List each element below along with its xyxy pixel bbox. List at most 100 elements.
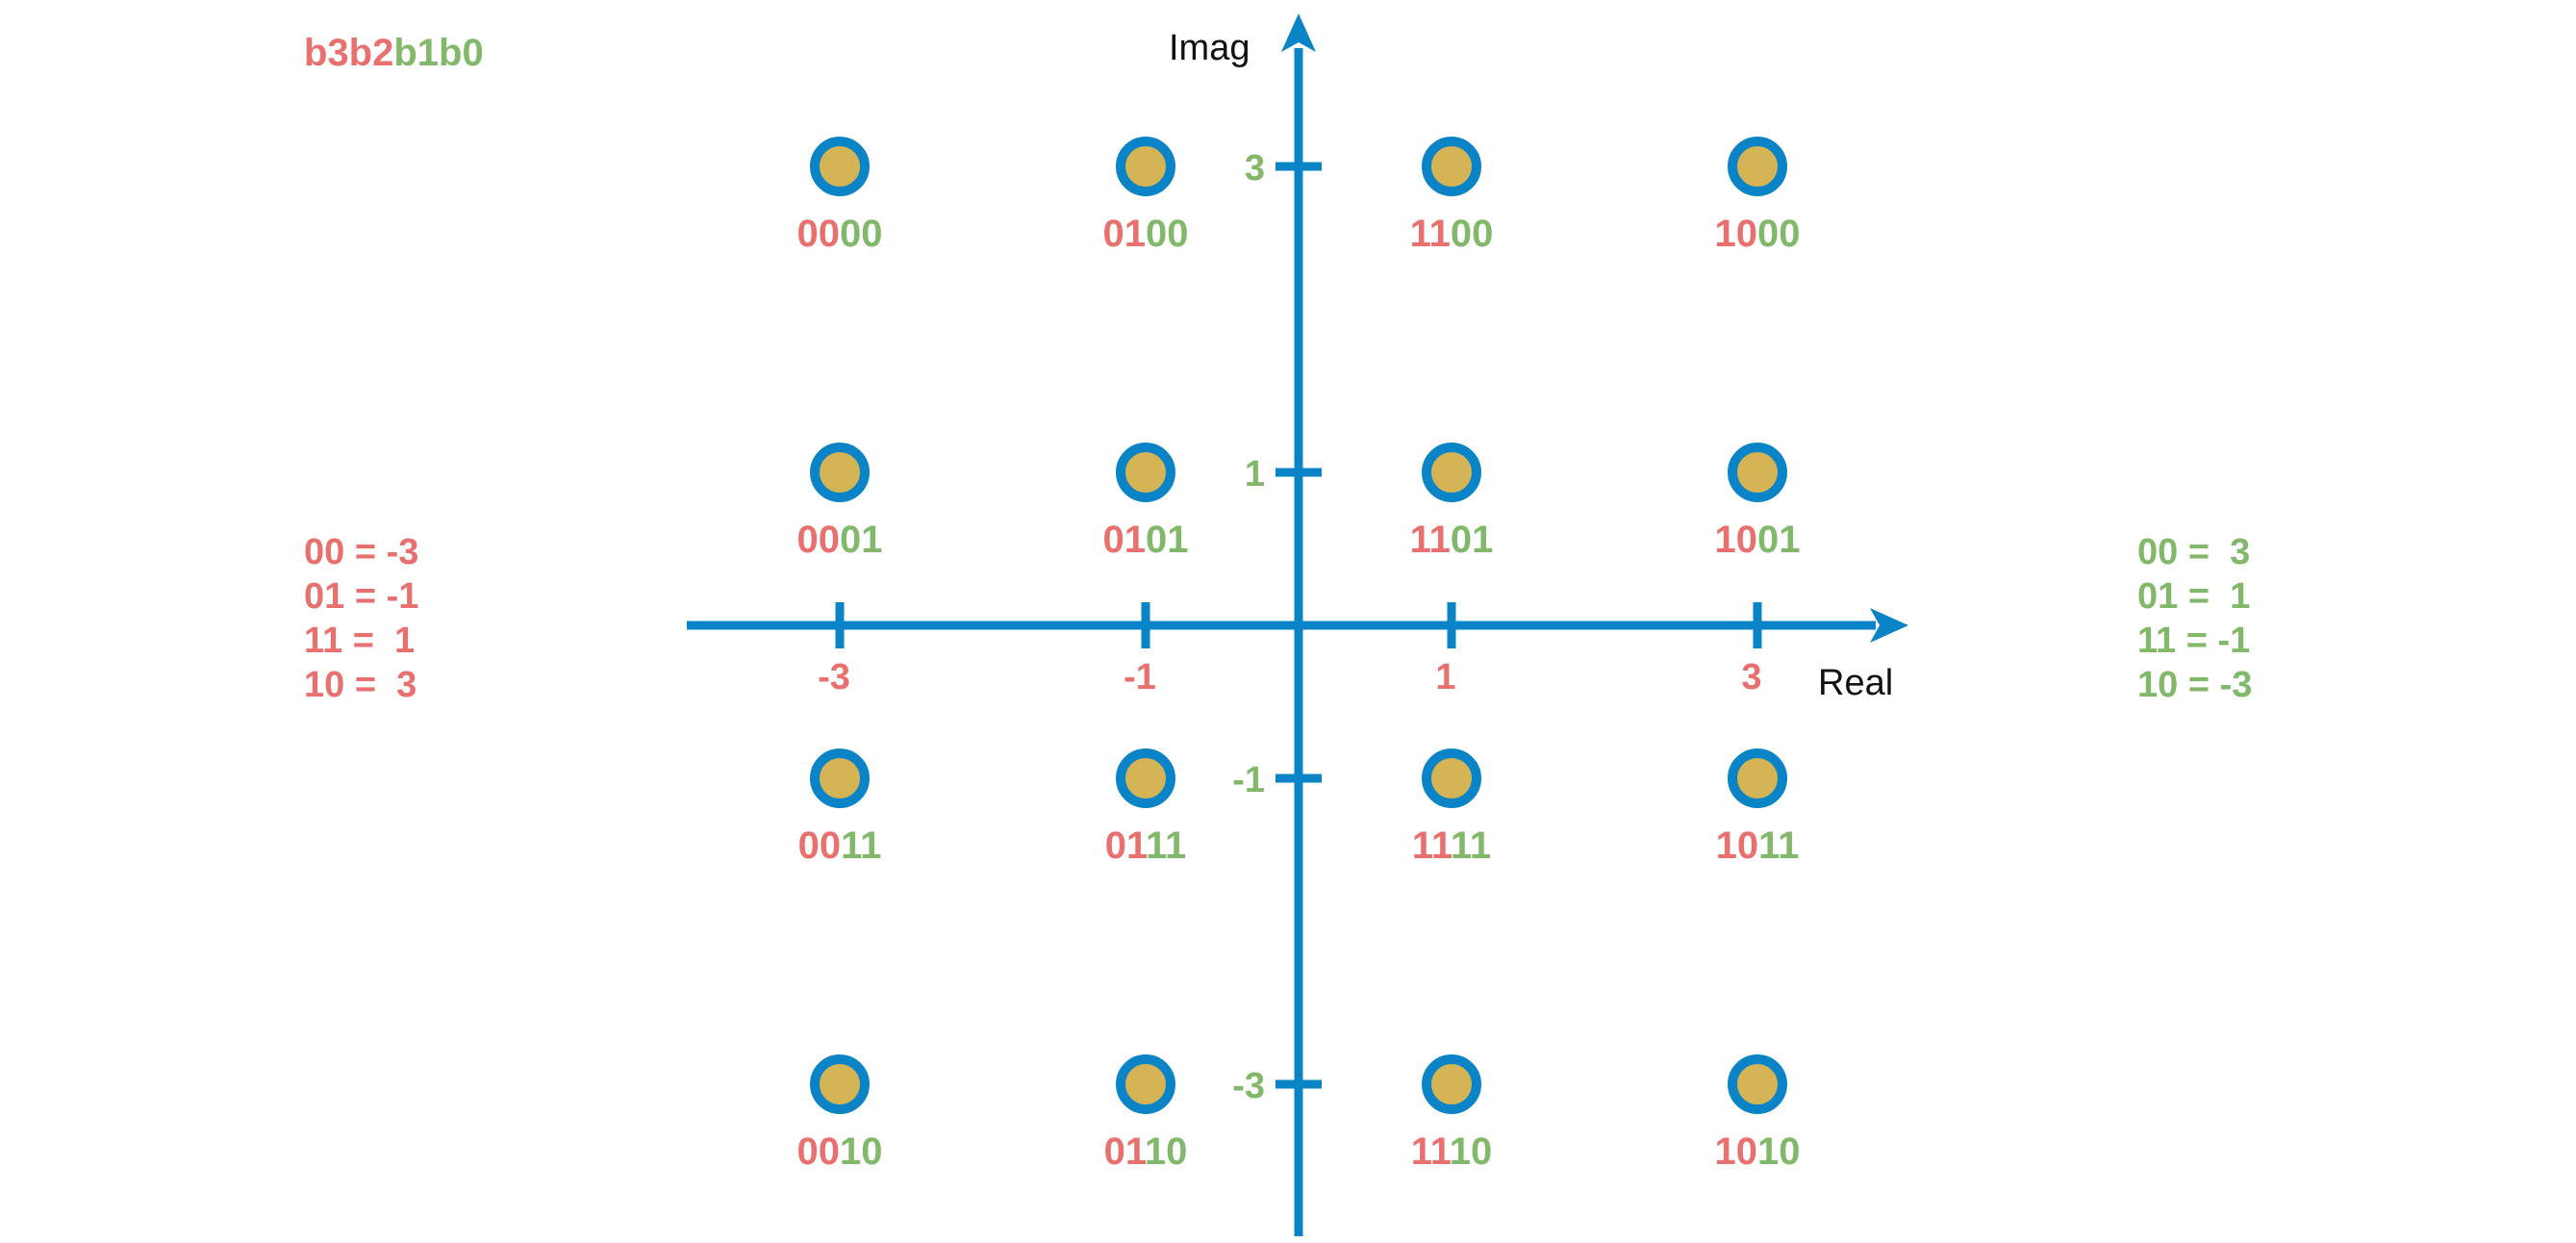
point-marker — [1728, 1054, 1787, 1114]
constellation-point: 0111 — [1105, 748, 1187, 867]
constellation-point: 0101 — [1103, 443, 1189, 561]
y-axis-arrowhead — [1281, 13, 1316, 52]
point-label: 1101 — [1410, 519, 1494, 561]
legend-right: 00 = 3 01 = 1 11 = -1 10 = -3 — [2137, 532, 2252, 705]
point-label-low-bits: 00 — [840, 213, 883, 255]
point-label-high-bits: 00 — [797, 519, 841, 561]
constellation-point: 1011 — [1716, 748, 1800, 867]
point-label-high-bits: 10 — [1715, 1130, 1758, 1173]
constellation-point: 1001 — [1715, 443, 1801, 561]
x-ticks: -3 -1 1 3 — [818, 602, 1762, 698]
constellation-point: 1010 — [1715, 1054, 1801, 1173]
point-label-high-bits: 00 — [797, 1130, 841, 1173]
constellation-point: 1101 — [1410, 443, 1494, 561]
point-marker — [1728, 443, 1787, 502]
point-label: 0011 — [798, 824, 882, 867]
legend-left: 00 = -3 01 = -1 11 = 1 10 = 3 — [304, 532, 418, 705]
point-label-high-bits: 10 — [1716, 824, 1759, 867]
constellation-point: 1111 — [1412, 748, 1491, 867]
point-label: 0010 — [797, 1130, 883, 1173]
point-label-high-bits: 11 — [1412, 824, 1452, 867]
point-label-high-bits: 01 — [1104, 1130, 1147, 1173]
y-tick-label: 3 — [1245, 148, 1265, 189]
constellation-point: 0110 — [1104, 1054, 1188, 1173]
point-label: 1100 — [1410, 213, 1494, 255]
constellation-point: 1110 — [1411, 1054, 1493, 1173]
legend-right-line: 00 = 3 — [2137, 532, 2250, 572]
constellation-point: 0010 — [797, 1054, 883, 1173]
point-marker — [1116, 443, 1175, 502]
point-label-low-bits: 01 — [1146, 519, 1189, 561]
point-label-low-bits: 10 — [1450, 1130, 1493, 1173]
point-label-low-bits: 01 — [1451, 519, 1494, 561]
y-tick-label: -1 — [1232, 760, 1265, 800]
bit-order-header: b3b2b1b0 — [304, 32, 484, 74]
point-label-high-bits: 01 — [1105, 824, 1148, 867]
point-label-high-bits: 00 — [797, 213, 841, 255]
point-label: 1011 — [1716, 824, 1800, 867]
point-label-low-bits: 10 — [1145, 1130, 1188, 1173]
point-label-low-bits: 11 — [841, 824, 881, 867]
constellation-point: 1000 — [1715, 137, 1801, 255]
point-marker — [810, 137, 870, 196]
point-marker — [1422, 443, 1481, 502]
point-label-high-bits: 01 — [1103, 213, 1147, 255]
point-label: 1010 — [1715, 1130, 1801, 1173]
point-label: 0111 — [1105, 824, 1187, 867]
point-label-high-bits: 10 — [1715, 213, 1758, 255]
y-tick-label: -3 — [1232, 1066, 1265, 1106]
bit-order-high: b3b2 — [304, 32, 393, 74]
point-label-high-bits: 11 — [1410, 213, 1451, 255]
point-marker — [1116, 137, 1175, 196]
point-marker — [1422, 1054, 1481, 1114]
point-label-high-bits: 11 — [1411, 1130, 1452, 1173]
constellation-point: 1100 — [1410, 137, 1494, 255]
x-tick-label: -3 — [818, 657, 850, 698]
point-marker — [1728, 137, 1787, 196]
legend-right-line: 01 = 1 — [2137, 576, 2250, 617]
point-label-low-bits: 01 — [1757, 519, 1801, 561]
point-label-high-bits: 00 — [798, 824, 842, 867]
point-marker — [810, 1054, 870, 1114]
point-label-low-bits: 00 — [1451, 213, 1494, 255]
point-label-low-bits: 11 — [1451, 824, 1491, 867]
point-marker — [810, 443, 870, 502]
point-label: 0110 — [1104, 1130, 1188, 1173]
axes — [687, 13, 1908, 1236]
x-axis-label: Real — [1818, 663, 1893, 703]
point-marker — [1116, 748, 1175, 808]
x-axis-arrowhead — [1870, 608, 1908, 643]
y-ticks: 3 1 -1 -3 — [1232, 148, 1322, 1106]
point-label-low-bits: 11 — [1758, 824, 1799, 867]
x-tick-label: 3 — [1741, 657, 1761, 698]
x-tick-label: 1 — [1435, 657, 1455, 698]
point-label: 1110 — [1411, 1130, 1493, 1173]
constellation-point: 0001 — [797, 443, 883, 561]
y-tick-label: 1 — [1245, 454, 1265, 495]
point-label-low-bits: 11 — [1146, 824, 1186, 867]
point-marker — [1422, 137, 1481, 196]
bit-order-low: b1b0 — [393, 32, 483, 74]
legend-left-line: 00 = -3 — [304, 532, 418, 572]
constellation-point: 0100 — [1103, 137, 1189, 255]
point-marker — [1116, 1054, 1175, 1114]
point-label: 0000 — [797, 213, 883, 255]
point-marker — [1422, 748, 1481, 808]
legend-right-line: 10 = -3 — [2137, 665, 2252, 705]
constellation-point: 0011 — [798, 748, 882, 867]
point-label: 1001 — [1715, 519, 1801, 561]
point-label: 0101 — [1103, 519, 1189, 561]
point-label-low-bits: 01 — [840, 519, 883, 561]
constellation-point: 0000 — [797, 137, 883, 255]
point-label-high-bits: 10 — [1715, 519, 1758, 561]
point-label: 0001 — [797, 519, 883, 561]
point-marker — [1728, 748, 1787, 808]
legend-left-line: 10 = 3 — [304, 665, 417, 705]
point-marker — [810, 748, 870, 808]
point-label: 0100 — [1103, 213, 1189, 255]
point-label: 1000 — [1715, 213, 1801, 255]
point-label: 1111 — [1412, 824, 1491, 867]
x-tick-label: -1 — [1124, 657, 1156, 698]
